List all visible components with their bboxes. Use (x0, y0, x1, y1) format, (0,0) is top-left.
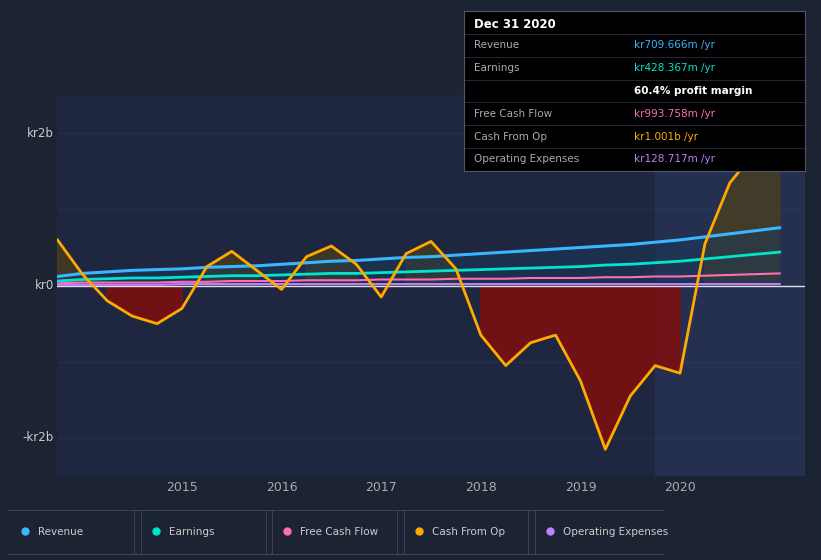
Text: Revenue: Revenue (474, 40, 519, 50)
Text: Revenue: Revenue (38, 527, 83, 537)
Text: Operating Expenses: Operating Expenses (563, 527, 668, 537)
Text: Free Cash Flow: Free Cash Flow (474, 109, 553, 119)
Text: Free Cash Flow: Free Cash Flow (300, 527, 378, 537)
Text: kr2b: kr2b (27, 127, 53, 140)
Text: kr709.666m /yr: kr709.666m /yr (635, 40, 715, 50)
Text: Cash From Op: Cash From Op (432, 527, 505, 537)
Text: Cash From Op: Cash From Op (474, 132, 547, 142)
Text: -kr2b: -kr2b (22, 431, 53, 445)
Text: Operating Expenses: Operating Expenses (474, 155, 580, 165)
Text: kr1.001b /yr: kr1.001b /yr (635, 132, 698, 142)
Text: kr428.367m /yr: kr428.367m /yr (635, 63, 715, 73)
Text: Earnings: Earnings (169, 527, 214, 537)
Text: Earnings: Earnings (474, 63, 520, 73)
Bar (655, 95, 805, 476)
Text: kr993.758m /yr: kr993.758m /yr (635, 109, 715, 119)
Text: 60.4% profit margin: 60.4% profit margin (635, 86, 753, 96)
Text: kr128.717m /yr: kr128.717m /yr (635, 155, 715, 165)
Text: Dec 31 2020: Dec 31 2020 (474, 18, 556, 31)
Text: kr0: kr0 (34, 279, 53, 292)
